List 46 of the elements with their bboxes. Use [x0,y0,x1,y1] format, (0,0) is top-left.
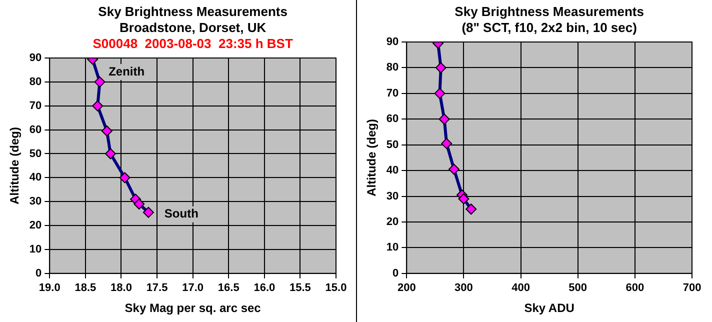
y-tick-label: 60 [29,124,42,136]
x-tick-label: 200 [397,282,416,294]
annotation: South [164,206,198,221]
y-tick-label: 0 [36,267,42,280]
chart-title: Sky Brightness Measurements [98,4,288,20]
x-axis-title: Sky ADU [524,301,574,316]
chart-subtitle: (8" SCT, f10, 2x2 bin, 10 sec) [462,20,637,36]
y-tick-label: 40 [386,164,399,177]
y-tick-label: 30 [29,196,42,208]
x-tick-label: 18.5 [74,282,96,294]
y-tick-label: 10 [29,244,42,256]
x-axis-title: Sky Mag per sq. arc sec [124,301,262,316]
y-tick-label: 0 [392,267,399,280]
y-tick-label: 40 [29,172,42,184]
y-tick-label: 80 [29,76,42,88]
x-tick-label: 500 [568,282,588,294]
x-tick-label: 600 [626,282,644,294]
x-tick-label: 18.0 [110,282,132,294]
x-tick-label: 16.0 [254,282,276,294]
y-tick-label: 50 [29,148,42,160]
text: S00048 2003-08-03 23:35 h BST [92,36,293,52]
y-axis-title: Altitude (deg) [364,119,379,196]
y-tick-label: 20 [29,220,42,232]
y-tick-label: 10 [386,242,399,254]
x-tick-label: 19.0 [38,282,60,294]
x-tick-label: 700 [682,282,702,294]
x-tick-label: 17.5 [146,282,168,294]
chart-title: Sky Brightness Measurements [454,4,644,20]
y-tick-label: 90 [29,52,42,64]
x-tick-label: 15.0 [325,282,347,294]
y-tick-label: 50 [386,138,399,151]
y-tick-label: 70 [29,100,42,112]
chart-subtitle: Broadstone, Dorset, UK [119,20,267,36]
y-tick-label: 70 [386,87,399,100]
y-tick-label: 60 [386,113,399,126]
y-tick-label: 80 [386,62,399,74]
x-tick-label: 16.5 [218,282,240,294]
annotation: Zenith [108,64,145,78]
y-tick-label: 20 [386,216,399,228]
x-tick-label: 300 [454,282,473,294]
y-tick-label: 30 [386,190,399,202]
x-tick-label: 400 [512,282,530,294]
x-tick-label: 15.5 [289,282,311,294]
y-axis-title: Altitude (deg) [8,127,22,204]
x-tick-label: 17.0 [182,282,204,294]
y-tick-label: 90 [386,36,399,48]
